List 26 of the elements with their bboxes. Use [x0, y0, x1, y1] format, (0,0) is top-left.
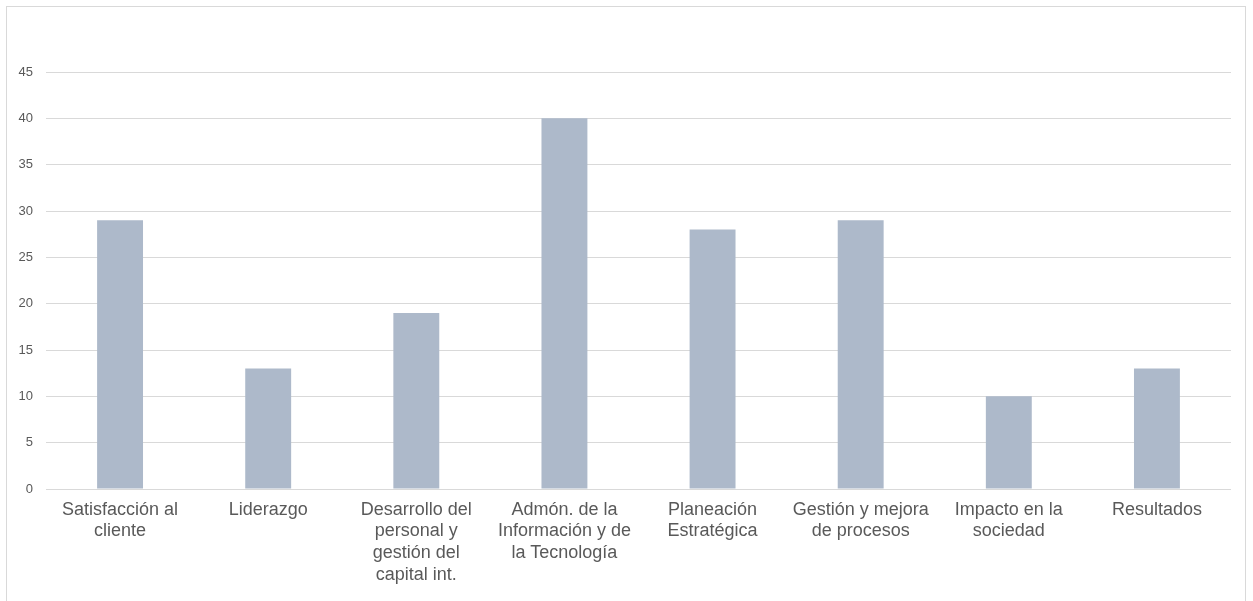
y-tick-label: 35	[18, 156, 33, 172]
y-tick-label: 25	[18, 248, 33, 264]
bar	[245, 368, 292, 489]
y-tick-label: 5	[25, 434, 33, 450]
bar	[689, 229, 736, 489]
bar	[1133, 368, 1180, 489]
bar	[97, 220, 144, 489]
x-tick-label: Satisfacción al cliente	[62, 498, 179, 541]
y-tick-label: 0	[25, 480, 33, 496]
bar	[541, 118, 588, 489]
y-tick-label: 40	[18, 109, 33, 125]
x-tick-label: Desarrollo del personal y gestión del capital int.	[360, 498, 472, 584]
x-tick-label: Resultados	[1111, 498, 1202, 519]
bar	[393, 312, 440, 489]
x-tick-label: Planeación Estratégica	[667, 498, 759, 541]
y-tick-label: 45	[18, 63, 33, 79]
y-tick-label: 10	[18, 387, 33, 403]
x-tick-label: Liderazgo	[228, 498, 308, 519]
x-tick-label: Impacto en la sociedad	[954, 498, 1064, 541]
bar	[985, 396, 1032, 489]
x-tick-label: Gestión y mejora de procesos	[792, 498, 930, 541]
y-tick-label: 15	[18, 341, 33, 357]
bar	[837, 220, 884, 489]
y-tick-label: 20	[18, 295, 33, 311]
x-tick-label: Admón. de la Información y de la Tecnología	[497, 498, 631, 562]
y-tick-label: 30	[18, 202, 33, 218]
